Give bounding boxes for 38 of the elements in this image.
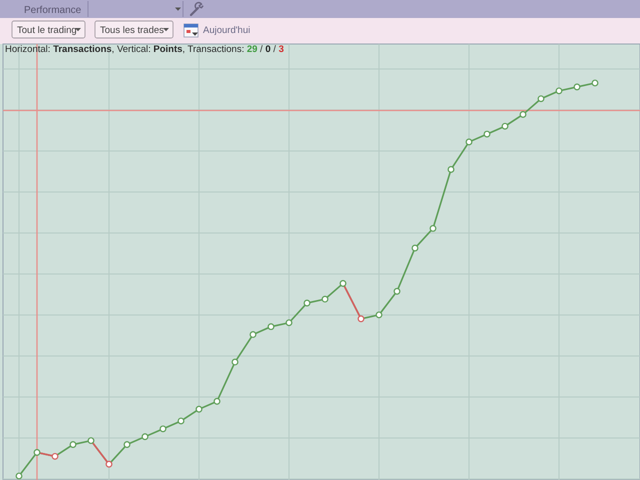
point	[16, 472, 22, 480]
point	[394, 288, 400, 295]
point	[574, 84, 580, 90]
point	[196, 406, 202, 413]
point	[304, 300, 310, 306]
point	[376, 311, 382, 318]
point	[106, 460, 112, 468]
point	[412, 244, 418, 252]
point	[124, 441, 130, 448]
point	[250, 331, 256, 338]
point	[358, 315, 364, 322]
point	[88, 437, 94, 444]
chart-title: Horizontal: Transactions, Vertical: Points, Transactions: 29 / 0 / 3	[5, 44, 284, 55]
point	[232, 358, 238, 366]
point	[340, 280, 346, 287]
point	[538, 95, 544, 102]
text: Performance	[24, 5, 82, 16]
point	[142, 433, 148, 440]
point	[214, 398, 220, 405]
point	[556, 87, 562, 94]
point	[520, 111, 526, 118]
text: Tous les trades	[100, 25, 164, 36]
point	[430, 225, 436, 232]
point	[34, 449, 40, 456]
point	[484, 130, 490, 138]
point	[502, 122, 508, 130]
point	[160, 425, 166, 432]
point	[178, 418, 184, 424]
point	[322, 296, 328, 303]
point	[592, 80, 598, 86]
point	[286, 319, 292, 326]
point	[70, 441, 76, 448]
point	[52, 452, 58, 460]
point	[268, 323, 274, 330]
text: Aujourd'hui	[203, 25, 250, 36]
point	[448, 166, 454, 173]
point	[466, 138, 472, 146]
text: Tout le trading	[17, 25, 77, 36]
